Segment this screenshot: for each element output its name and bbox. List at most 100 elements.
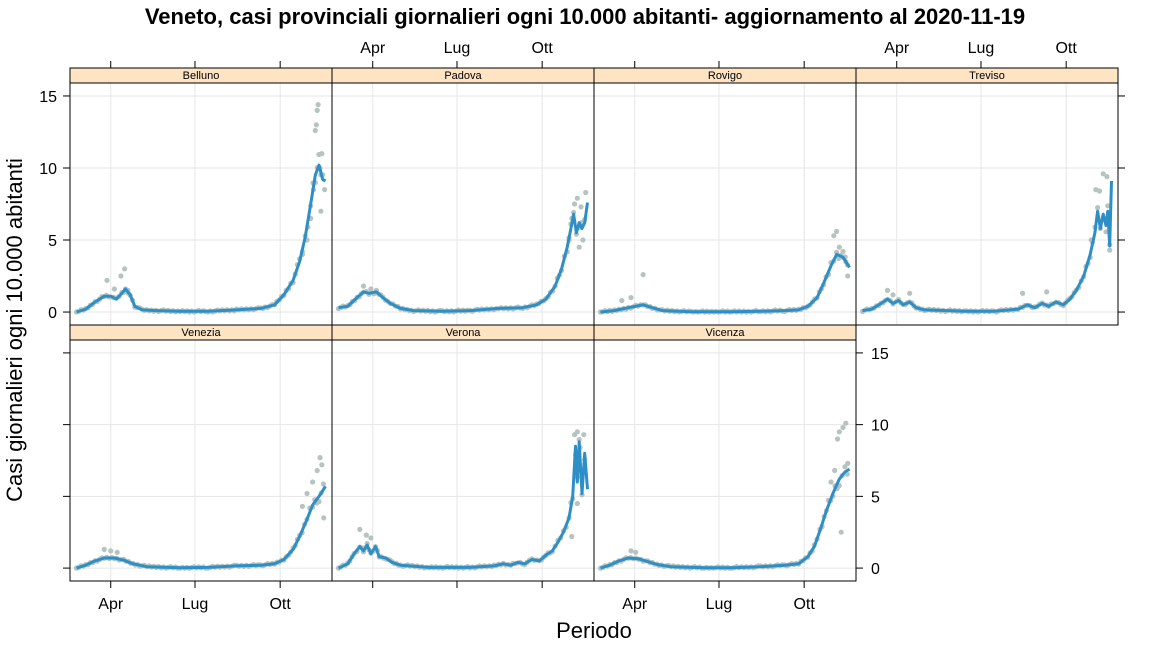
- data-point: [884, 287, 891, 293]
- data-point: [619, 297, 625, 304]
- y-tick-label: 15: [39, 89, 57, 106]
- x-tick-label: Ott: [531, 40, 553, 57]
- data-point: [1020, 290, 1026, 296]
- data-point: [574, 195, 580, 201]
- data-point: [314, 467, 320, 474]
- data-point: [317, 455, 323, 461]
- data-point: [1095, 205, 1101, 211]
- data-point: [118, 273, 124, 279]
- data-point: [574, 500, 580, 507]
- data-point: [834, 228, 840, 234]
- data-point: [581, 432, 587, 438]
- data-point: [368, 535, 374, 541]
- data-point: [1096, 188, 1103, 194]
- chart-title: Veneto, casi provinciali giornalieri ogn…: [144, 4, 1026, 29]
- data-point: [840, 248, 846, 255]
- data-point: [832, 467, 838, 474]
- data-point: [304, 490, 310, 497]
- data-point: [111, 286, 117, 292]
- data-point: [114, 549, 120, 555]
- panel-frame: [69, 339, 333, 582]
- data-point: [299, 503, 305, 509]
- series-line: [600, 252, 851, 314]
- series-line: [600, 467, 851, 570]
- data-point: [831, 233, 837, 239]
- data-point: [828, 479, 834, 485]
- data-point: [836, 429, 842, 435]
- data-point: [357, 526, 363, 533]
- panel-strip-label: Padova: [444, 70, 482, 82]
- data-point: [834, 436, 841, 442]
- panel-strip-label: Verona: [446, 327, 482, 339]
- series-line: [337, 440, 589, 570]
- data-point: [1100, 171, 1106, 177]
- data-point: [320, 481, 326, 487]
- data-point: [838, 529, 844, 535]
- panel-frame: [593, 82, 857, 326]
- y-tick-label: 0: [48, 305, 57, 322]
- data-point: [360, 283, 367, 289]
- data-point: [576, 244, 582, 250]
- series-line: [862, 180, 1113, 313]
- y-axis-label: Casi giornalieri ogni 10.000 abitanti: [2, 158, 27, 502]
- data-point: [845, 273, 851, 279]
- data-point: [1104, 174, 1110, 180]
- data-point: [322, 187, 328, 193]
- data-point: [1044, 289, 1050, 295]
- data-point: [104, 277, 110, 283]
- data-point: [122, 266, 128, 272]
- data-point: [101, 546, 107, 553]
- data-point: [907, 290, 913, 296]
- data-point: [840, 424, 846, 431]
- x-tick-label: Apr: [98, 596, 124, 613]
- data-point: [1105, 203, 1111, 209]
- data-point: [633, 549, 639, 555]
- y-tick-label: 0: [871, 561, 880, 578]
- data-point: [583, 189, 589, 196]
- data-point: [890, 292, 896, 298]
- data-point: [640, 272, 646, 278]
- data-point: [315, 102, 321, 108]
- data-point: [580, 237, 586, 243]
- y-tick-label: 10: [871, 418, 889, 435]
- data-point: [1103, 229, 1109, 235]
- data-point: [628, 548, 634, 554]
- data-point: [628, 295, 634, 301]
- data-point: [314, 107, 320, 113]
- data-point: [843, 420, 849, 426]
- panel-strip: [855, 67, 1119, 84]
- x-tick-label: Ott: [793, 596, 815, 613]
- panel-strip-label: Rovigo: [708, 70, 742, 82]
- y-tick-label: 5: [48, 233, 57, 250]
- data-point: [572, 201, 578, 207]
- y-tick-label: 5: [871, 489, 880, 506]
- y-tick-label: 10: [39, 161, 57, 178]
- panel-strip-label: Venezia: [181, 327, 221, 339]
- data-point: [578, 204, 584, 210]
- data-point: [313, 122, 319, 128]
- x-tick-label: Lug: [444, 40, 471, 57]
- x-tick-label: Apr: [360, 40, 386, 57]
- data-point: [108, 548, 114, 554]
- x-tick-label: Ott: [1055, 40, 1077, 57]
- x-tick-label: Apr: [884, 40, 910, 57]
- data-point: [363, 532, 369, 538]
- data-point: [836, 244, 842, 250]
- data-point: [1107, 247, 1113, 253]
- y-tick-label: 15: [871, 346, 889, 363]
- panel-strip-label: Belluno: [183, 70, 220, 82]
- x-tick-label: Lug: [968, 40, 995, 57]
- data-point: [316, 151, 322, 158]
- x-tick-label: Ott: [269, 596, 291, 613]
- data-point: [574, 429, 580, 435]
- x-tick-label: Lug: [706, 596, 733, 613]
- series-line: [76, 163, 327, 314]
- data-point: [842, 464, 848, 470]
- data-point: [569, 533, 575, 540]
- data-point: [312, 127, 318, 134]
- series-line: [76, 485, 327, 570]
- panel-strip-label: Treviso: [969, 70, 1005, 82]
- data-point: [319, 462, 325, 468]
